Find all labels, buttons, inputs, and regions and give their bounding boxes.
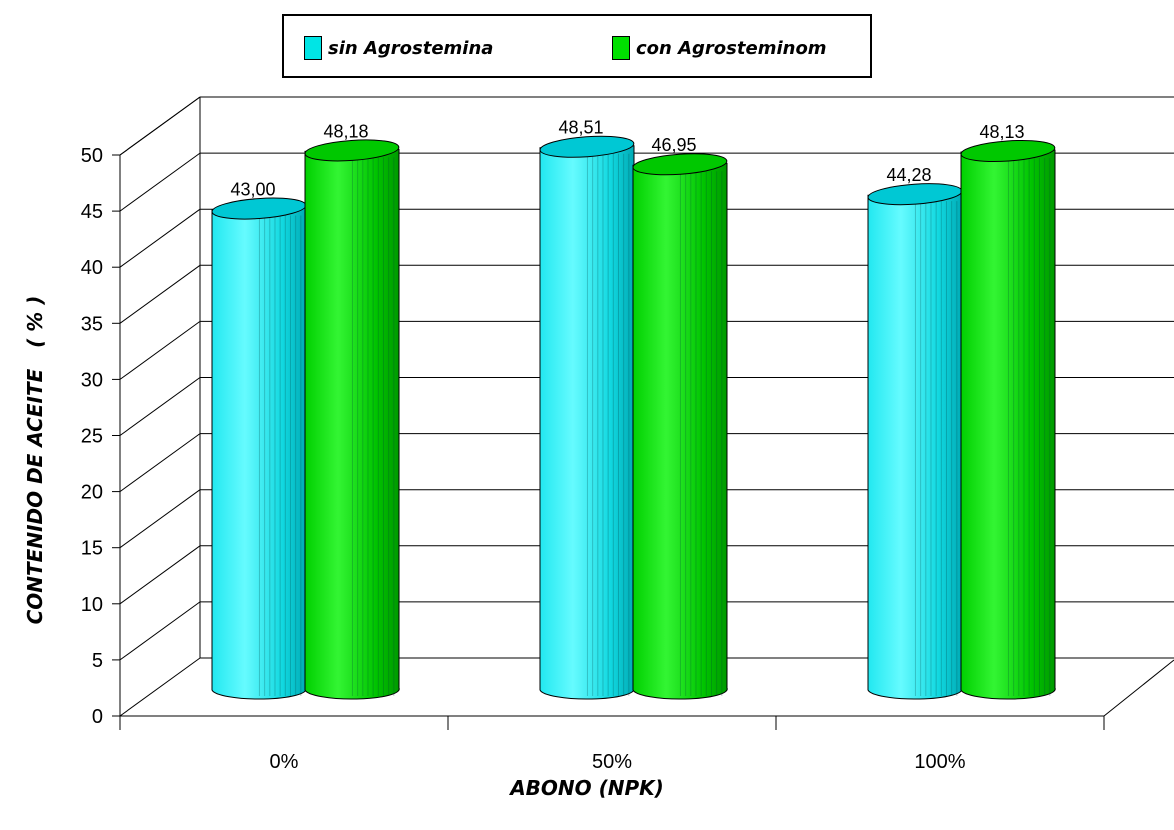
legend-item-series-2: con Agrosteminom: [612, 36, 827, 60]
data-label-1-0%: 43,00: [230, 180, 275, 200]
bar-top-2-0%: [304, 139, 400, 162]
y-tick-label: 45: [81, 201, 103, 223]
y-axis-title: CONTENIDO DE ACEITE ( % ): [23, 295, 47, 625]
y-tick-label: 15: [81, 538, 103, 560]
y-tick-label: 0: [92, 706, 103, 728]
x-tick-label: 50%: [592, 751, 632, 773]
y-tick-label: 20: [81, 482, 103, 504]
side-gridline: [119, 433, 201, 493]
side-gridline: [119, 489, 201, 549]
bar-top-2-50%: [632, 153, 728, 176]
y-tick-label: 35: [81, 313, 103, 335]
chart-legend: sin Agrostemina con Agrosteminom: [282, 14, 872, 78]
y-tick-label: 5: [92, 650, 103, 672]
legend-swatch-series-1: [304, 36, 322, 60]
legend-swatch-series-2: [612, 36, 630, 60]
bar-top-1-50%: [539, 135, 635, 158]
side-gridline: [119, 601, 201, 661]
y-tick-label: 50: [81, 145, 103, 167]
side-gridline: [119, 208, 201, 268]
bar-2-50%: [632, 162, 728, 700]
y-tick-label: 40: [81, 257, 103, 279]
side-gridline: [119, 657, 201, 717]
legend-item-series-1: sin Agrostemina: [304, 36, 493, 60]
side-gridline: [119, 152, 201, 212]
legend-label-series-1: sin Agrostemina: [328, 37, 494, 59]
y-tick-label: 25: [81, 426, 103, 448]
floor-right-edge: [1103, 659, 1174, 717]
side-gridline: [119, 545, 201, 605]
bar-2-0%: [304, 148, 400, 700]
data-label-1-50%: 48,51: [558, 118, 603, 138]
y-tick-label: 30: [81, 369, 103, 391]
x-axis-title: ABONO (NPK): [510, 776, 664, 800]
x-tick-label: 0%: [270, 751, 299, 773]
x-tick-label: 100%: [914, 751, 965, 773]
data-label-2-0%: 48,18: [323, 121, 368, 141]
bar-2-100%: [960, 149, 1056, 700]
y-tick-label: 10: [81, 594, 103, 616]
data-label-2-100%: 48,13: [979, 122, 1024, 142]
side-gridline: [119, 264, 201, 324]
side-gridline: [119, 377, 201, 436]
data-label-2-50%: 46,95: [651, 135, 696, 155]
data-label-1-100%: 44,28: [886, 165, 931, 185]
legend-label-series-2: con Agrosteminom: [636, 37, 827, 59]
side-gridline: [119, 320, 201, 380]
bar-top-2-100%: [960, 139, 1056, 162]
side-wall-top: [119, 96, 201, 156]
